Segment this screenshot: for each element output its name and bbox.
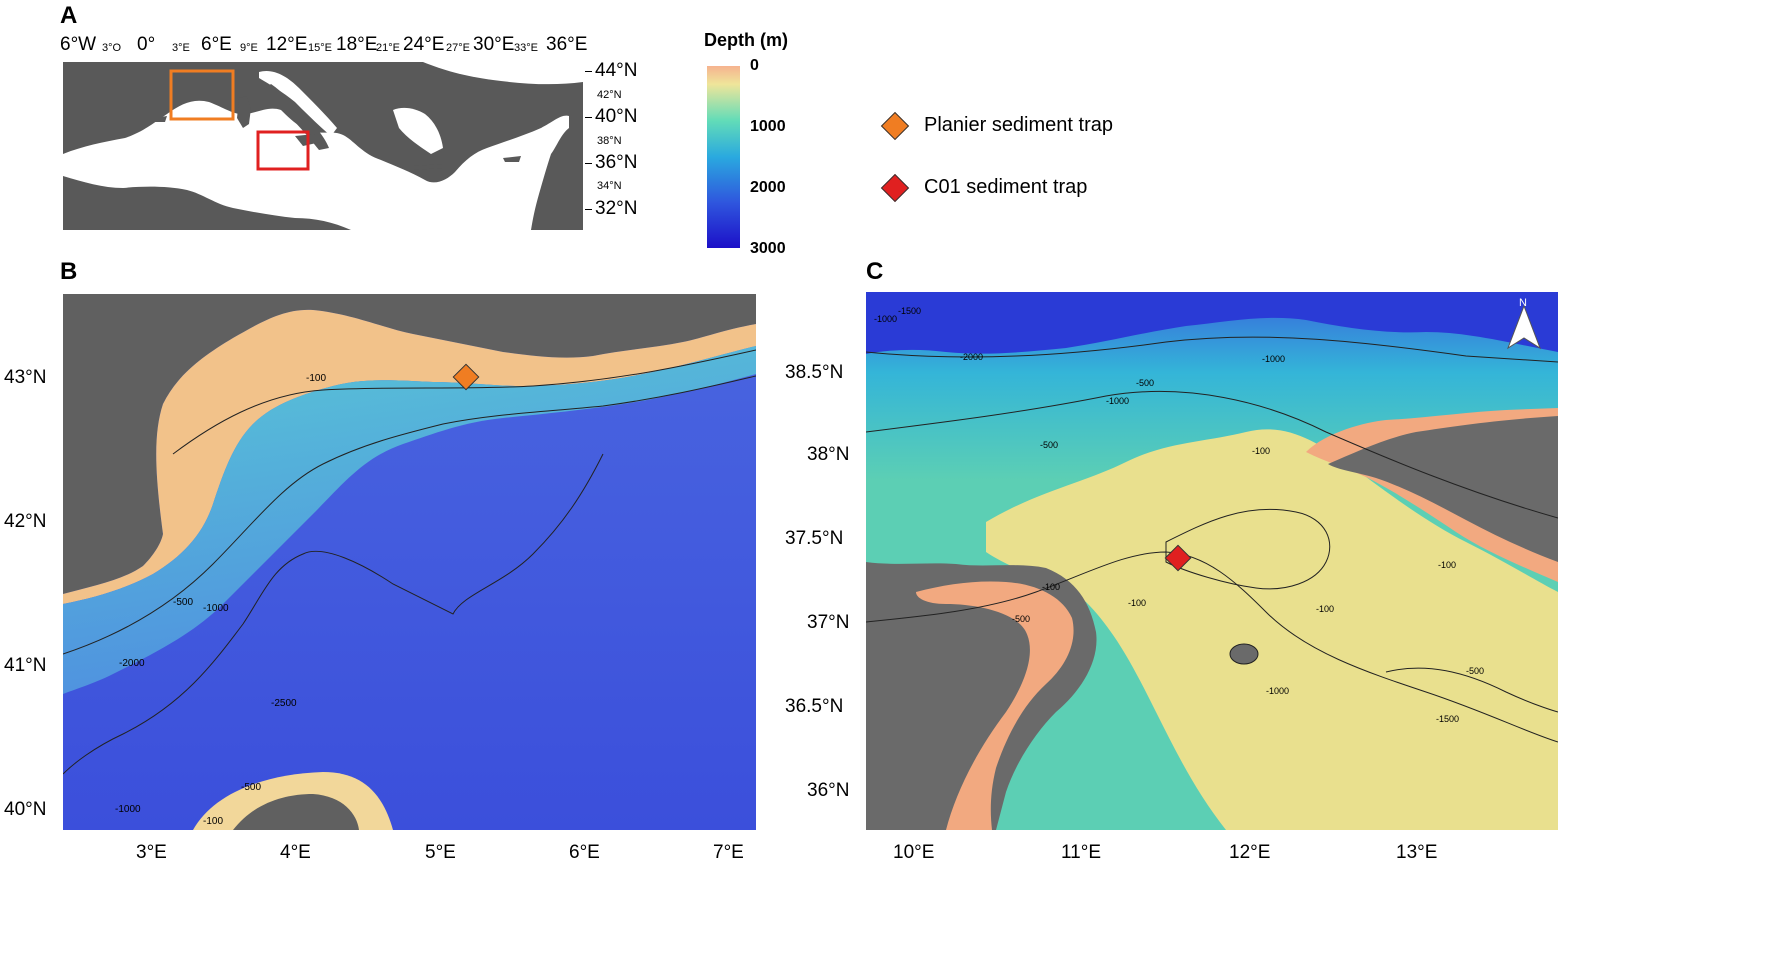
contour-label: -1000 [1106, 396, 1129, 406]
lon-tick: 30°E [473, 34, 515, 55]
panel-b-letter: B [60, 258, 78, 285]
panel-c-letter: C [866, 258, 884, 285]
colorbar-tick: 2000 [750, 179, 786, 196]
lon-tick: 6°W [60, 34, 97, 55]
c01-study-box [256, 130, 310, 171]
panel-b-bathymetry-map: -100 -500 -1000 -2000 -2500 -1000 -100 -… [63, 294, 756, 830]
lat-tick: 43°N [4, 367, 47, 388]
panel-a-lat-axis: 44°N 42°N 40°N 38°N 36°N 34°N 32°N [585, 58, 645, 228]
colorbar-tick: 0 [750, 57, 759, 74]
panel-c-bathymetry-map: N -1000 -1500 -2000 -1000 -500 -500 -100… [866, 292, 1558, 830]
lon-tick: 13°E [1396, 842, 1438, 863]
contour-label: -2500 [271, 698, 297, 709]
lon-tick: 6°E [569, 842, 600, 863]
island [1229, 643, 1259, 665]
lat-tick: 40°N [595, 106, 638, 127]
lat-tick: 36.5°N [785, 696, 844, 717]
lon-tick: 3°E [136, 842, 167, 863]
panel-c-lon-axis: 10°E 11°E 12°E 13°E [866, 838, 1566, 868]
lon-tick-minor: 9°E [240, 42, 258, 54]
contour-label: -500 [1136, 378, 1154, 388]
lat-tick: 42°N [4, 511, 47, 532]
contour-label: -1000 [874, 314, 897, 324]
contour-label: -500 [1466, 666, 1484, 676]
lat-tick: 37.5°N [785, 528, 844, 549]
panel-a-letter: A [60, 2, 78, 29]
contour-label: -1000 [1262, 354, 1285, 364]
planier-trap-legend-label: Planier sediment trap [924, 114, 1113, 136]
lon-tick-minor: 33°E [514, 42, 538, 54]
contour-label: -1000 [203, 603, 229, 614]
planier-trap-marker [452, 363, 480, 391]
contour-label: -500 [1040, 440, 1058, 450]
panel-b-lat-axis: 43°N 42°N 41°N 40°N [0, 294, 62, 830]
lat-tick: 38°N [807, 444, 850, 465]
lat-tick: 44°N [595, 60, 638, 81]
contour-label: -100 [1128, 598, 1146, 608]
lon-tick: 12°E [266, 34, 308, 55]
contour-label: -1500 [898, 306, 921, 316]
lon-tick: 24°E [403, 34, 445, 55]
contour-label: -100 [203, 816, 223, 827]
contour-label: -2000 [119, 658, 145, 669]
contour-label: -500 [173, 597, 193, 608]
lat-tick: 32°N [595, 198, 638, 219]
c01-trap-marker [1164, 544, 1192, 572]
c01-trap-legend-icon [880, 173, 910, 203]
panel-a-lon-axis: 6°W 3°O 0° 3°E 6°E 9°E 12°E 15°E 18°E 21… [0, 30, 620, 60]
planier-study-box [169, 69, 235, 121]
lon-tick: 5°E [425, 842, 456, 863]
lon-tick-minor: 27°E [446, 42, 470, 54]
lat-tick: 37°N [807, 612, 850, 633]
contour-label: -100 [1042, 582, 1060, 592]
lon-tick: 10°E [893, 842, 935, 863]
north-arrow-label: N [1519, 297, 1527, 309]
lat-tick-minor: 38°N [597, 135, 622, 147]
north-arrow-icon [1507, 304, 1541, 350]
lat-tick: 38.5°N [785, 362, 844, 383]
contour-label: -500 [241, 782, 261, 793]
lat-tick: 41°N [4, 655, 47, 676]
panel-a-overview-map [63, 62, 583, 230]
contour-label: -100 [1438, 560, 1456, 570]
contour-label: -1000 [1266, 686, 1289, 696]
lat-tick: 36°N [807, 780, 850, 801]
contour-label: -100 [1316, 604, 1334, 614]
planier-trap-legend-icon [880, 111, 910, 141]
contour-label: -100 [306, 373, 326, 384]
lon-tick: 4°E [280, 842, 311, 863]
lon-tick: 11°E [1061, 842, 1101, 863]
lon-tick: 18°E [336, 34, 378, 55]
contour-label: -100 [1252, 446, 1270, 456]
lat-tick-minor: 34°N [597, 180, 622, 192]
lon-tick: 12°E [1229, 842, 1271, 863]
lon-tick: 6°E [201, 34, 232, 55]
c01-trap-legend-label: C01 sediment trap [924, 176, 1088, 198]
colorbar-tick: 1000 [750, 118, 786, 135]
colorbar-title: Depth (m) [704, 30, 788, 50]
lon-tick-minor: 3°O [102, 42, 122, 54]
lon-tick: 36°E [546, 34, 588, 55]
contour-label: -2000 [960, 352, 983, 362]
colorbar-tick: 3000 [750, 240, 786, 257]
lon-tick-minor: 21°E [376, 42, 400, 54]
contour-label: -500 [1012, 614, 1030, 624]
contour-label: -1500 [1436, 714, 1459, 724]
panel-b-lon-axis: 3°E 4°E 5°E 6°E 7°E [63, 838, 763, 868]
contour-label: -1000 [115, 804, 141, 815]
lat-tick-minor: 42°N [597, 89, 622, 101]
panel-c-lat-axis: 38.5°N 38°N 37.5°N 37°N 36.5°N 36°N [775, 292, 863, 830]
depth-colorbar [707, 66, 740, 248]
lon-tick: 0° [137, 34, 156, 55]
lat-tick: 36°N [595, 152, 638, 173]
lat-tick: 40°N [4, 799, 47, 820]
lon-tick: 7°E [713, 842, 744, 863]
lon-tick-minor: 3°E [172, 42, 190, 54]
lon-tick-minor: 15°E [308, 42, 332, 54]
